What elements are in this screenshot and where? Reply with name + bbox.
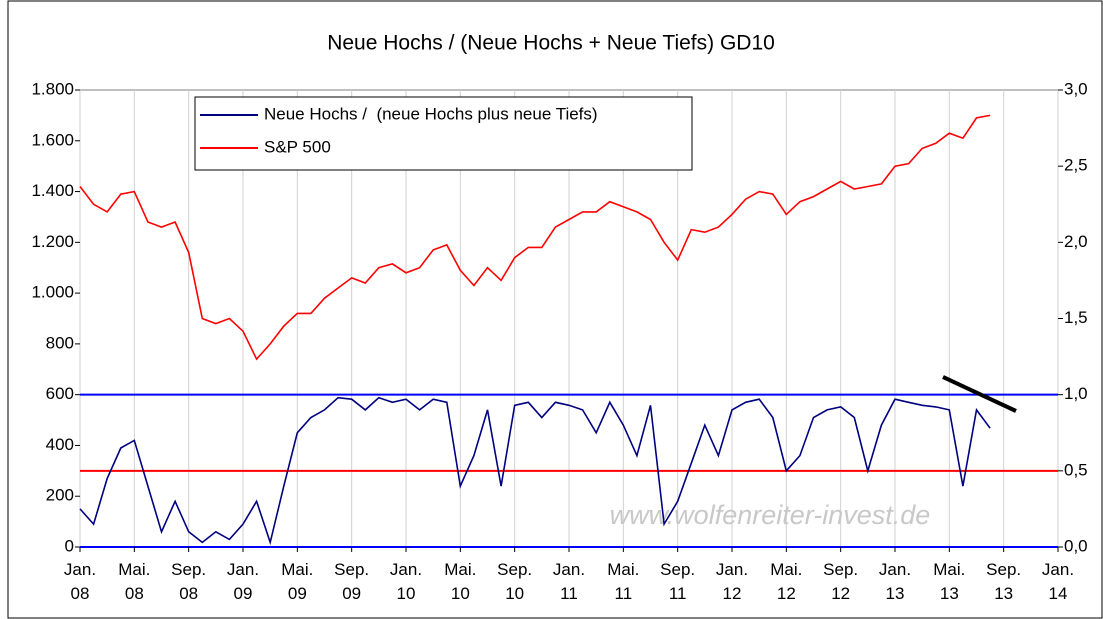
y-tick-label: 1.600 [31, 130, 74, 149]
x-tick-label: Mai. 10 [444, 560, 476, 603]
y2-tick-label: 1,0 [1064, 384, 1088, 403]
y-tick-label: 600 [46, 384, 74, 403]
y2-tick-label: 2,0 [1064, 232, 1088, 251]
legend-label: Neue Hochs / (neue Hochs plus neue Tiefs… [264, 104, 598, 123]
y-tick-label: 1.800 [31, 79, 74, 98]
x-tick-label: Jan. 11 [553, 560, 585, 603]
x-tick-label: Mai. 12 [770, 560, 802, 603]
x-tick-label: Jan. 08 [64, 560, 96, 603]
y-tick-label: 1.200 [31, 232, 74, 251]
y2-tick-label: 0,5 [1064, 460, 1088, 479]
legend [194, 96, 693, 171]
x-tick-label: Mai. 09 [281, 560, 313, 603]
x-tick-label: Sep. 08 [171, 560, 206, 603]
x-tick-label: Sep. 10 [497, 560, 532, 603]
y2-tick-label: 2,5 [1064, 156, 1088, 175]
x-tick-label: Mai. 11 [607, 560, 639, 603]
y2-tick-label: 0,0 [1064, 536, 1088, 555]
x-tick-label: Mai. 13 [933, 560, 965, 603]
y-tick-label: 800 [46, 333, 74, 352]
y-tick-label: 1.000 [31, 283, 74, 302]
y2-tick-label: 3,0 [1064, 79, 1088, 98]
watermark: www.wolfenreiter-invest.de [610, 500, 931, 530]
y2-tick-label: 1,5 [1064, 308, 1088, 327]
series-line [79, 396, 991, 546]
series-line [79, 114, 991, 361]
x-tick-label: Jan. 14 [1042, 560, 1074, 603]
x-tick-label: Jan. 13 [879, 560, 911, 603]
x-tick-label: Jan. 09 [227, 560, 259, 603]
trend-line [942, 375, 1017, 413]
y-tick-label: 0 [65, 536, 74, 555]
x-tick-label: Sep. 09 [334, 560, 369, 603]
y-tick-label: 200 [46, 486, 74, 505]
x-tick-label: Sep. 13 [986, 560, 1021, 603]
x-tick-label: Jan. 12 [716, 560, 748, 603]
y-tick-label: 1.400 [31, 181, 74, 200]
x-tick-label: Sep. 12 [823, 560, 858, 603]
legend-label: S&P 500 [264, 137, 331, 156]
x-tick-label: Jan. 10 [390, 560, 422, 603]
chart-title: Neue Hochs / (Neue Hochs + Neue Tiefs) G… [327, 32, 775, 55]
y-tick-label: 400 [46, 435, 74, 454]
x-tick-label: Sep. 11 [660, 560, 695, 603]
x-tick-label: Mai. 08 [118, 560, 150, 603]
